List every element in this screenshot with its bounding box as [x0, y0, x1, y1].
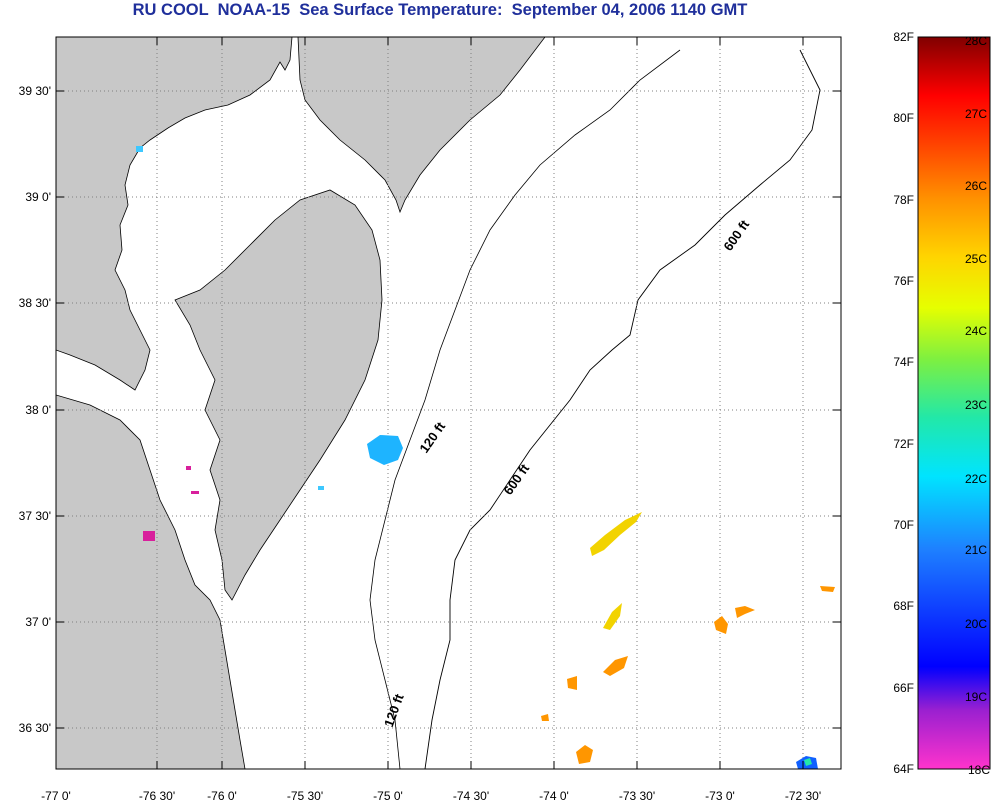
colorbar-c-label: 28C — [965, 34, 987, 48]
colorbar-c-label: 22C — [965, 472, 987, 486]
eastern-shore-land — [174, 189, 383, 601]
sst-patch-yellow — [590, 512, 642, 630]
colorbar-f-label: 76F — [893, 274, 914, 288]
colorbar-c-label: 24C — [965, 324, 987, 338]
lon-label: -74 0' — [539, 789, 569, 803]
sst-colorbar — [917, 36, 991, 770]
lon-label: -77 0' — [41, 789, 71, 803]
colorbar-f-label: 64F — [893, 762, 914, 776]
colorbar-c-label: 20C — [965, 617, 987, 631]
colorbar-f-label: 70F — [893, 518, 914, 532]
lon-label: -76 30' — [139, 789, 175, 803]
isobath-600ft — [424, 49, 821, 769]
lat-label: 37 30' — [19, 509, 51, 523]
colorbar-f-label: 82F — [893, 30, 914, 44]
colorbar-c-label: 27C — [965, 107, 987, 121]
colorbar-c-label: 19C — [965, 690, 987, 704]
lat-label: 39 0' — [25, 190, 51, 204]
lon-label: -73 30' — [619, 789, 655, 803]
delmarva-peninsula-land — [297, 37, 546, 214]
colorbar-c-label: 23C — [965, 398, 987, 412]
sst-patch-orange — [541, 586, 835, 764]
isobath-120ft — [369, 49, 681, 769]
colorbar-c-label: 21C — [965, 543, 987, 557]
western-shore-land — [56, 37, 293, 391]
sst-patch-blue — [796, 756, 818, 769]
lon-label: -75 30' — [287, 789, 323, 803]
colorbar-c-label: 25C — [965, 252, 987, 266]
lon-label: -75 0' — [373, 789, 403, 803]
lat-label: 37 0' — [25, 615, 51, 629]
colorbar-f-label: 66F — [893, 681, 914, 695]
sst-patch-cyan-small — [136, 146, 324, 490]
colorbar-c-label: 26C — [965, 179, 987, 193]
lat-label: 36 30' — [19, 721, 51, 735]
colorbar-f-label: 78F — [893, 193, 914, 207]
map-title: RU COOL NOAA-15 Sea Surface Temperature:… — [132, 1, 748, 19]
lon-label: -76 0' — [207, 789, 237, 803]
lat-label: 38 0' — [25, 403, 51, 417]
frame-ticks — [56, 37, 841, 769]
lon-label: -73 0' — [705, 789, 735, 803]
lat-label: 38 30' — [19, 296, 51, 310]
lat-label: 39 30' — [19, 84, 51, 98]
lon-label: -72 30' — [785, 789, 821, 803]
colorbar-c-label: 18C — [968, 763, 990, 777]
colorbar-f-label: 72F — [893, 437, 914, 451]
lower-western-shore-land — [56, 394, 246, 769]
sst-patch-cyan — [367, 435, 403, 465]
lon-label: -74 30' — [453, 789, 489, 803]
sst-patch-magenta — [143, 466, 199, 541]
colorbar-f-label: 80F — [893, 111, 914, 125]
colorbar-f-label: 74F — [893, 355, 914, 369]
map-frame — [55, 36, 842, 770]
lat-gridlines — [56, 90, 841, 729]
colorbar-f-label: 68F — [893, 599, 914, 613]
